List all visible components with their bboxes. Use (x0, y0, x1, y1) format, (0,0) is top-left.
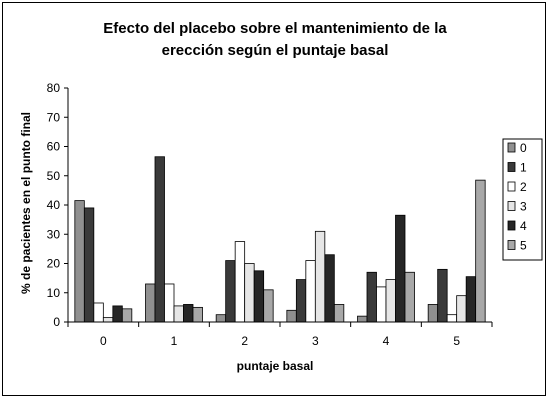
bar-2-series-0 (215, 314, 227, 323)
chart-title-line-1: Efecto del placebo sobre el mantenimient… (103, 20, 447, 37)
y-tick-label: 50 (47, 169, 61, 183)
bar-5-series-3 (456, 295, 467, 323)
y-tick-label: 10 (47, 286, 61, 300)
bar-5-series-5 (475, 179, 486, 323)
x-tick-label: 5 (453, 334, 460, 348)
bar-1-series-5 (192, 306, 203, 323)
y-tick-label: 80 (47, 81, 61, 95)
legend-label-3: 3 (520, 200, 527, 214)
bar-4-series-1 (366, 271, 377, 323)
bar-1-series-3 (173, 305, 184, 323)
x-tick-label: 0 (100, 334, 107, 348)
x-tick-label: 1 (171, 334, 178, 348)
bar-2-series-1 (225, 260, 236, 323)
y-tick-label: 20 (47, 257, 61, 271)
x-tick-label: 4 (383, 334, 390, 348)
y-tick-label: 70 (47, 110, 61, 124)
x-axis-label: puntaje basal (237, 359, 314, 373)
bar-0-series-1 (83, 207, 95, 323)
bar-4-series-4 (395, 214, 406, 323)
legend-swatch-0 (507, 142, 516, 153)
bars (74, 156, 486, 323)
bar-3-series-0 (286, 309, 297, 323)
bar-4-series-0 (357, 315, 368, 323)
x-tick-label: 3 (312, 334, 319, 348)
bar-2-series-5 (263, 289, 274, 323)
bar-3-series-4 (324, 254, 335, 323)
bar-4-series-3 (385, 279, 396, 323)
chart-title-line-2: erección según el puntaje basal (161, 42, 389, 59)
legend-label-1: 1 (520, 161, 527, 175)
legend-label-2: 2 (520, 180, 527, 194)
legend-swatch-4 (507, 220, 516, 231)
bar-4-series-5 (404, 271, 415, 323)
bar-1-series-1 (154, 156, 165, 323)
y-tick-label: 0 (53, 315, 60, 329)
bar-2-series-3 (244, 263, 255, 323)
bar-0-series-5 (121, 308, 133, 323)
bar-3-series-2 (305, 260, 316, 323)
x-axis: 0 1 2 3 4 5 (67, 321, 493, 348)
y-axis: 0 10 20 30 40 50 60 70 80 (47, 81, 69, 329)
x-tick-label: 2 (241, 334, 248, 348)
bar-0-series-0 (74, 200, 85, 323)
bar-5-series-1 (437, 268, 448, 323)
bar-5-series-2 (446, 314, 458, 323)
y-tick-label: 30 (47, 227, 61, 241)
legend-label-0: 0 (520, 141, 527, 155)
bar-1-series-4 (183, 304, 194, 323)
y-tick-label: 40 (47, 198, 61, 212)
legend-swatch-3 (507, 201, 516, 211)
legend-label-4: 4 (520, 219, 527, 233)
legend-label-5: 5 (520, 239, 527, 253)
bar-3-series-1 (295, 279, 307, 323)
legend-swatch-2 (507, 181, 516, 192)
bar-0-series-3 (102, 317, 114, 323)
bar-1-series-0 (145, 283, 156, 323)
y-axis-label: % de pacientes en el punto final (19, 112, 33, 294)
bar-1-series-2 (164, 283, 175, 323)
bar-2-series-2 (234, 241, 246, 323)
bar-0-series-2 (93, 302, 104, 323)
legend-swatch-5 (507, 240, 516, 250)
y-tick-label: 60 (47, 140, 61, 154)
bar-2-series-4 (253, 270, 265, 323)
chart-title: Efecto del placebo sobre el mantenimient… (0, 18, 550, 62)
bar-5-series-4 (465, 276, 477, 323)
legend-box (502, 138, 543, 261)
legend-swatch-1 (507, 162, 516, 172)
bar-3-series-3 (314, 230, 326, 323)
bar-3-series-5 (333, 304, 345, 323)
bar-4-series-2 (376, 286, 387, 323)
bar-0-series-4 (112, 305, 123, 323)
legend: 0 1 2 3 4 5 (502, 138, 543, 261)
bar-5-series-0 (427, 304, 439, 323)
chart-frame (2, 2, 546, 396)
